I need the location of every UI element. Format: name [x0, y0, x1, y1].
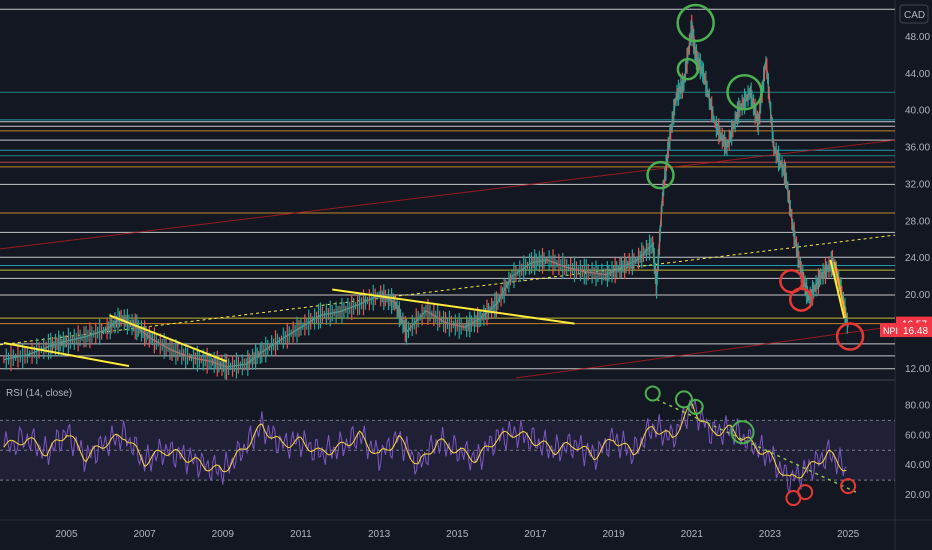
time-axis-tick: 2019: [602, 529, 625, 540]
rsi-green-circle: [687, 398, 704, 415]
symbol-price-value: 16.48: [903, 326, 928, 337]
green-annotation-circle: [726, 73, 763, 111]
time-axis-tick: 2013: [368, 529, 391, 540]
symbol-badge: NPI: [883, 326, 898, 336]
price-axis-tick: 32.00: [905, 179, 930, 190]
rsi-axis-tick: 60.00: [905, 430, 930, 441]
yellow-trendline: [332, 288, 575, 325]
time-axis-tick: 2025: [837, 529, 860, 540]
yellow-trendline: [109, 314, 228, 363]
rsi-title: RSI (14, close): [6, 388, 72, 399]
orange-trendline: [833, 261, 848, 319]
price-axis-tick: 28.00: [905, 216, 930, 227]
rsi-red-circle: [840, 478, 857, 495]
rsi-green-circle: [730, 420, 755, 445]
time-axis-tick: 2011: [290, 529, 312, 540]
red-annotation-circle: [835, 322, 865, 351]
green-annotation-circle: [676, 3, 715, 43]
rsi-axis-tick: 80.00: [905, 400, 930, 411]
rsi-moving-average: [3, 402, 847, 479]
green-annotation-circle: [646, 160, 675, 190]
red-annotation-circle: [779, 268, 804, 294]
rsi-line: [3, 398, 847, 494]
green-annotation-circle: [676, 57, 700, 81]
yellow-trendline: [3, 341, 130, 367]
red-annotation-circle: [788, 287, 814, 312]
time-axis-tick: 2007: [133, 529, 156, 540]
price-axis-tick: 12.00: [905, 364, 930, 375]
price-axis-tick: 36.00: [905, 143, 930, 154]
currency-label: CAD: [904, 10, 925, 21]
price-axis-tick: 44.00: [905, 69, 930, 80]
price-axis-tick: 40.00: [905, 106, 930, 117]
time-axis-tick: 2021: [681, 529, 704, 540]
rsi-red-circle: [797, 484, 814, 501]
rsi-axis-tick: 40.00: [905, 460, 930, 471]
diagonal-resistance-line: [0, 139, 896, 250]
time-axis-tick: 2023: [759, 529, 782, 540]
yellow-trendline: [829, 259, 846, 319]
time-axis-tick: 2005: [55, 529, 78, 540]
diagonal-support-line: [515, 325, 896, 379]
price-axis-tick: 24.00: [905, 253, 930, 264]
price-axis-tick: 48.00: [905, 32, 930, 43]
time-axis-tick: 2009: [212, 529, 235, 540]
rsi-axis-tick: 20.00: [905, 490, 930, 501]
rsi-divergence-line: [656, 398, 857, 493]
time-axis-tick: 2015: [446, 529, 469, 540]
time-axis-tick: 2017: [524, 529, 547, 540]
symbol-price-tag: [880, 323, 932, 338]
currency-badge: [899, 4, 929, 24]
price-axis-tick: 20.00: [905, 290, 930, 301]
rsi-green-circle: [674, 390, 693, 409]
rsi-green-circle: [644, 385, 661, 402]
